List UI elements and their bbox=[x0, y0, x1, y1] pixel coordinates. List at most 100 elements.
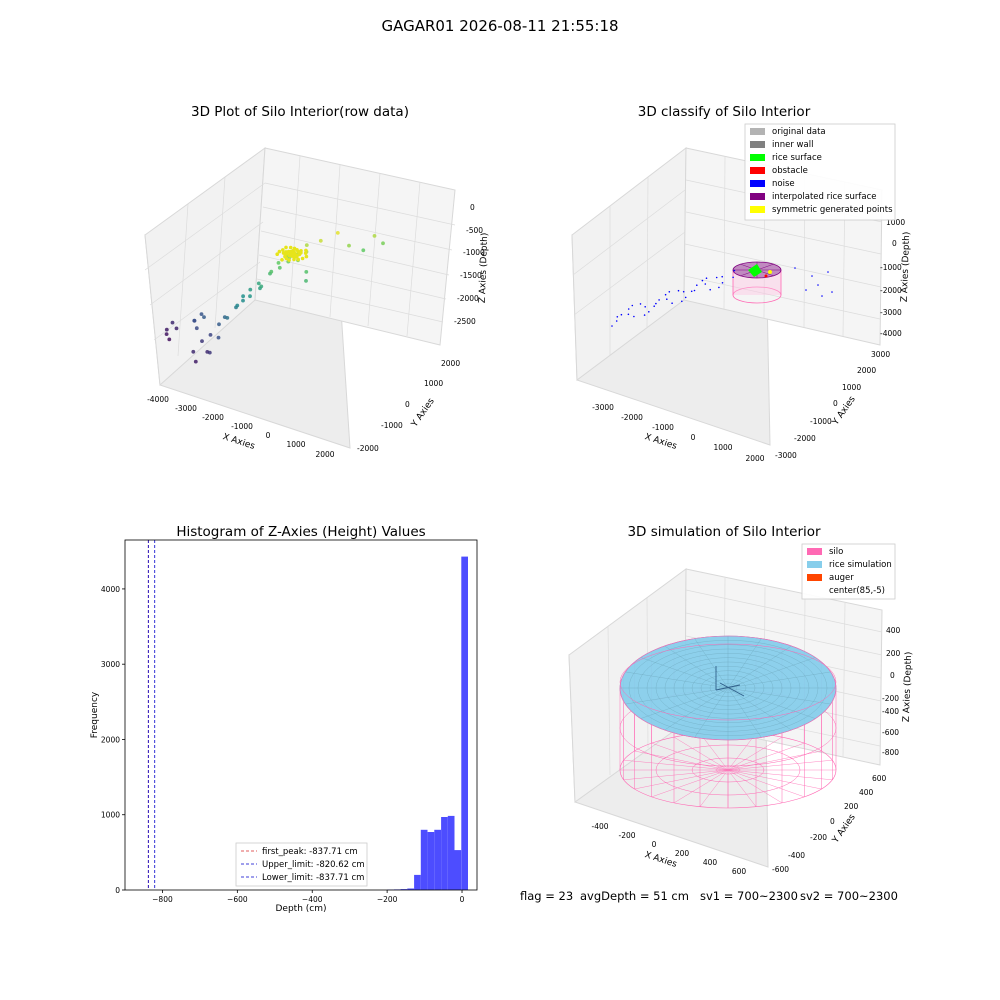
raw-point bbox=[277, 265, 282, 270]
noise-point bbox=[653, 305, 655, 308]
silo-top-ring bbox=[619, 643, 837, 721]
legend-swatch-rice-surface bbox=[750, 154, 765, 161]
silo-spoke bbox=[727, 769, 805, 798]
y-tick-label: 3000 bbox=[101, 660, 120, 669]
noise-point bbox=[664, 293, 667, 296]
legend-label: obstacle bbox=[772, 166, 808, 176]
raw-point bbox=[164, 327, 169, 332]
noise-point bbox=[805, 289, 807, 291]
raw-x-tick: -4000 bbox=[147, 395, 169, 404]
y-tick-label: 4000 bbox=[101, 585, 120, 594]
classify-z-tick: -2000 bbox=[880, 286, 902, 295]
raw-point bbox=[202, 315, 206, 319]
classify-z-tick: -3000 bbox=[880, 308, 902, 317]
classify-x-tick: 1000 bbox=[713, 443, 732, 452]
noise-point bbox=[684, 296, 687, 299]
classify-legend: original data inner wall rice surface ob… bbox=[744, 123, 896, 221]
sim-x-tick: 600 bbox=[732, 867, 747, 876]
rice-mesh-spoke bbox=[664, 687, 729, 731]
silo-spoke bbox=[634, 769, 729, 790]
sim-z-tick: -400 bbox=[882, 707, 899, 716]
rice-mesh-spoke bbox=[664, 645, 729, 689]
legend-swatch-auger bbox=[807, 574, 822, 581]
sim-y-tick: -200 bbox=[810, 833, 827, 842]
noise-point bbox=[620, 313, 623, 316]
raw-point bbox=[303, 251, 308, 255]
noise-point bbox=[668, 291, 671, 293]
raw-x-tick: -1000 bbox=[231, 422, 253, 431]
legend-swatch-original bbox=[750, 128, 765, 135]
raw-point bbox=[170, 320, 175, 325]
raw-point bbox=[248, 287, 253, 292]
legend-swatch-noise bbox=[750, 180, 765, 187]
sim-x-tick: 200 bbox=[675, 849, 690, 858]
y-tick-label: 0 bbox=[115, 886, 120, 895]
raw-3d-panes bbox=[144, 146, 456, 449]
noise-point bbox=[693, 289, 696, 292]
raw-point bbox=[191, 349, 196, 354]
raw-3d-z-ticks: 0 -500 -1000 -1500 -2000 -2500 bbox=[454, 203, 485, 326]
rice-mesh-spoke bbox=[694, 687, 729, 738]
classify-x-tick: 2000 bbox=[745, 454, 764, 463]
legend-label: inner wall bbox=[772, 140, 813, 150]
simulation-title: 3D simulation of Silo Interior bbox=[627, 524, 821, 540]
sim-y-tick: 400 bbox=[859, 788, 874, 797]
raw-3d-x-ticks: -4000 -3000 -2000 -1000 0 1000 2000 bbox=[147, 395, 335, 459]
x-tick-label: 0 bbox=[460, 895, 465, 904]
raw-y-label: Y Axies bbox=[409, 396, 437, 429]
classify-y-tick: 3000 bbox=[871, 350, 890, 359]
raw-3d-y-ticks: -2000 -1000 0 1000 2000 bbox=[357, 359, 460, 453]
classify-x-tick: -3000 bbox=[592, 403, 614, 412]
sim-z-tick: 400 bbox=[886, 626, 901, 635]
noise-point bbox=[709, 288, 711, 291]
silo-spoke bbox=[727, 769, 757, 807]
raw-point bbox=[347, 243, 351, 248]
rice-mesh-spoke bbox=[727, 687, 792, 731]
raw-point bbox=[208, 333, 213, 337]
rice-mesh-spoke bbox=[727, 687, 831, 705]
raw-point bbox=[174, 326, 179, 331]
silo-spoke bbox=[727, 750, 822, 771]
noise-point bbox=[718, 286, 720, 289]
raw-point bbox=[304, 254, 309, 259]
x-tick-label: −400 bbox=[302, 895, 323, 904]
noise-point bbox=[627, 308, 630, 310]
raw-x-tick: -3000 bbox=[175, 404, 197, 413]
sv2-text: sv2 = 700~2300 bbox=[800, 889, 898, 903]
raw-point bbox=[256, 281, 261, 286]
silo-spoke bbox=[727, 769, 822, 790]
noise-point bbox=[733, 269, 736, 272]
sim-x-tick: -400 bbox=[591, 822, 608, 831]
legend-label: rice simulation bbox=[829, 560, 892, 570]
x-tick-label: −800 bbox=[152, 895, 173, 904]
rice-mesh-spoke bbox=[694, 638, 729, 689]
raw-point bbox=[241, 294, 246, 299]
raw-point bbox=[199, 312, 204, 316]
classify-y-tick: 2000 bbox=[857, 366, 876, 375]
raw-3d-points bbox=[164, 231, 385, 364]
subplot-raw-3d: 3D Plot of Silo Interior(row data) bbox=[144, 104, 490, 459]
noise-point bbox=[681, 300, 683, 303]
classify-z-tick: -4000 bbox=[880, 329, 902, 338]
classify-3d-z-ticks: 1000 0 -1000 -2000 -3000 -4000 bbox=[880, 218, 905, 338]
rice-surface-mesh bbox=[620, 636, 836, 740]
silo-spoke bbox=[699, 733, 729, 771]
noise-point bbox=[794, 267, 796, 269]
sim-y-tick: 200 bbox=[844, 802, 859, 811]
histogram-bar bbox=[407, 888, 414, 890]
raw-point bbox=[304, 270, 309, 274]
simulation-y-ticks: -600 -400 -200 0 200 400 600 bbox=[772, 774, 887, 874]
silo-spoke bbox=[651, 742, 729, 771]
rice-mesh-spoke bbox=[640, 687, 729, 719]
classify-y-tick: -3000 bbox=[775, 451, 797, 460]
raw-point bbox=[284, 251, 289, 256]
histogram-vlines bbox=[147, 540, 156, 890]
histogram-legend: first_peak: -837.71 cm Upper_limit: -820… bbox=[235, 842, 368, 887]
raw-point bbox=[241, 298, 245, 303]
legend-label: auger bbox=[829, 573, 854, 583]
sim-x-tick: 400 bbox=[703, 858, 718, 867]
legend-label: Lower_limit: -837.71 cm bbox=[262, 873, 364, 883]
classify-y-tick: 0 bbox=[833, 399, 838, 408]
raw-point bbox=[318, 238, 323, 243]
